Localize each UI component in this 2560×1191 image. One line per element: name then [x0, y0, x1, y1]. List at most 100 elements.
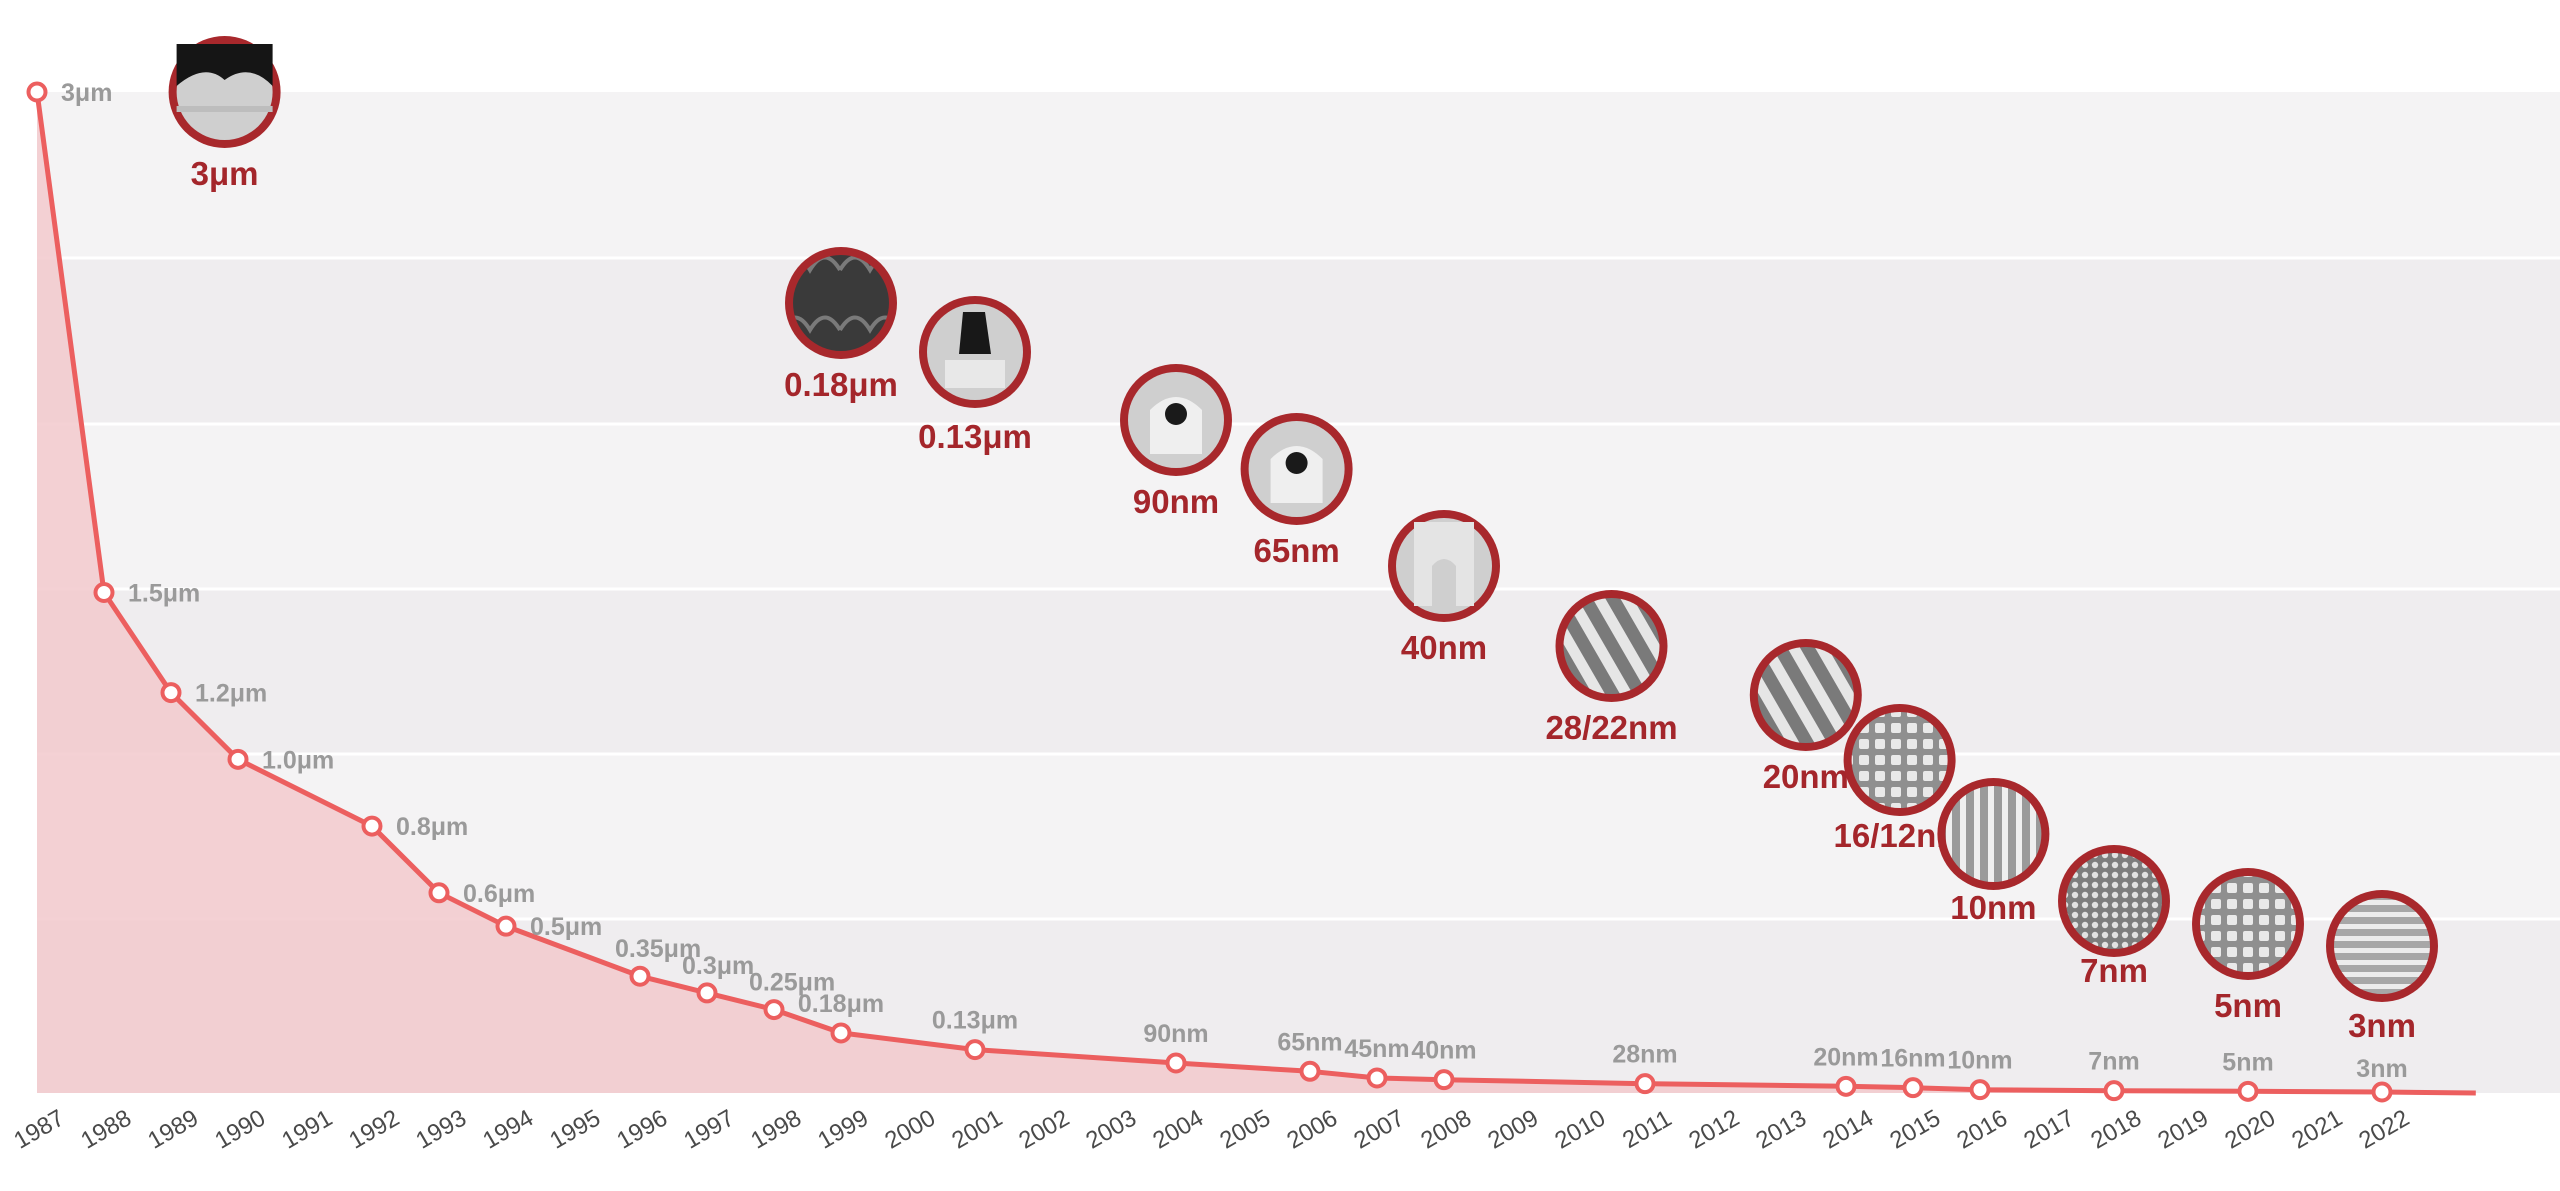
x-tick-label: 2011: [1618, 1105, 1676, 1154]
x-tick-label: 2014: [1818, 1104, 1878, 1154]
x-tick-label: 2008: [1416, 1104, 1476, 1154]
x-axis-year-labels: 1987 1988 1989 1990 1991 1992 1993 1994 1995 1996…: [9, 1104, 2414, 1154]
data-point: [26, 81, 48, 103]
x-tick-label: 2005: [1215, 1104, 1275, 1154]
process-node-label: 10nm: [1950, 889, 2036, 926]
process-node-badge: 0.18μm: [784, 247, 898, 403]
data-point-label: 7nm: [2088, 1048, 2139, 1076]
data-point: [830, 1022, 852, 1044]
data-point-label: 0.35μm: [615, 935, 701, 963]
trend-line: [34, 91, 2476, 1096]
process-node-badge: 28/22nm: [1545, 590, 1678, 746]
x-tick-label: 1993: [411, 1104, 471, 1154]
micrograph-detail: [1150, 397, 1202, 454]
x-tick-label: 2013: [1751, 1104, 1811, 1154]
micrograph-detail: [959, 312, 991, 354]
process-node-label: 90nm: [1133, 483, 1219, 520]
x-tick-label: 1998: [746, 1104, 806, 1154]
data-point-label: 3μm: [61, 79, 112, 107]
x-tick-label: 1987: [9, 1104, 69, 1154]
x-tick-label: 2006: [1282, 1104, 1342, 1154]
data-point-label: 16nm: [1880, 1045, 1945, 1073]
process-node-label: 3μm: [191, 155, 259, 192]
x-tick-label: 1994: [478, 1104, 538, 1154]
data-point: [93, 582, 115, 603]
data-point: [495, 915, 517, 937]
data-point-label: 45nm: [1344, 1035, 1409, 1063]
badge-micrograph: [1851, 712, 1948, 808]
process-node-badge: 7nm: [2058, 845, 2170, 989]
background-band: [37, 258, 2560, 424]
data-points: 3μm1.5μm1.2μm1.0μm0.8μm0.6μm0.5μm0.35μm0…: [26, 79, 2408, 1103]
process-node-badge: 65nm: [1240, 413, 1353, 569]
data-point: [2103, 1080, 2125, 1102]
data-point-label: 1.0μm: [262, 746, 334, 774]
data-point: [1366, 1067, 1388, 1089]
background-band: [37, 92, 2560, 258]
data-point: [1299, 1060, 1321, 1082]
process-node-badge: 40nm: [1388, 510, 1500, 666]
x-tick-label: 2016: [1952, 1104, 2012, 1154]
x-tick-label: 2017: [2019, 1104, 2079, 1154]
data-point: [428, 882, 450, 904]
data-point-label: 40nm: [1411, 1037, 1476, 1065]
data-point: [1634, 1073, 1656, 1095]
x-tick-label: 1989: [143, 1104, 203, 1154]
process-node-label: 65nm: [1253, 532, 1339, 569]
data-point: [629, 965, 651, 987]
badge-micrograph: [2066, 853, 2162, 949]
process-node-badge: 20nm: [1749, 639, 1862, 795]
micrograph-detail: [176, 106, 273, 112]
data-point: [1433, 1069, 1455, 1091]
process-node-badge: 10nm: [1937, 778, 2050, 926]
process-node-label: 7nm: [2080, 952, 2148, 989]
x-tick-label: 2003: [1081, 1104, 1141, 1154]
data-point-label: 20nm: [1813, 1043, 1878, 1071]
micrograph-detail: [945, 360, 1005, 388]
process-node-label: 40nm: [1401, 629, 1487, 666]
data-point: [1969, 1079, 1991, 1101]
data-point: [696, 982, 718, 1004]
micrograph-detail: [176, 44, 273, 86]
process-node-label: 5nm: [2214, 987, 2282, 1024]
trend-line-path: [34, 91, 2476, 1096]
data-point-label: 0.6μm: [463, 880, 535, 908]
data-point: [2371, 1081, 2393, 1103]
data-point-label: 0.3μm: [682, 952, 754, 980]
process-node-label: 28/22nm: [1545, 709, 1677, 746]
micrograph-detail: [1414, 522, 1474, 606]
x-tick-label: 2015: [1885, 1104, 1945, 1154]
data-point-label: 0.18μm: [798, 990, 884, 1018]
data-point: [1902, 1077, 1924, 1099]
data-point-label: 0.8μm: [396, 813, 468, 841]
data-point: [361, 815, 383, 837]
x-tick-label: 1999: [813, 1104, 873, 1154]
badge-micrograph: [1757, 647, 1854, 743]
area-shape: [37, 92, 2476, 1093]
background-band: [37, 589, 2560, 754]
badge-micrograph: [793, 255, 889, 351]
data-point-label: 0.5μm: [530, 913, 602, 941]
x-tick-label: 1990: [210, 1104, 270, 1154]
x-tick-label: 2010: [1550, 1104, 1610, 1154]
process-node-badge: 0.13μm: [918, 296, 1032, 455]
x-tick-label: 2002: [1014, 1104, 1074, 1154]
process-node-label: 3nm: [2348, 1007, 2416, 1044]
x-tick-label: 2001: [947, 1104, 1007, 1154]
data-point-label: 65nm: [1277, 1028, 1342, 1056]
x-tick-label: 1988: [76, 1104, 136, 1154]
data-point-label: 5nm: [2222, 1048, 2273, 1076]
process-node-badge: 90nm: [1120, 364, 1232, 520]
data-point: [1165, 1052, 1187, 1074]
x-tick-label: 2012: [1684, 1104, 1744, 1154]
process-node-badges: 3μm0.18μm0.13μm90nm65nm40nm28/22nm20nm16…: [168, 36, 2438, 1044]
micrograph-detail: [1285, 452, 1308, 474]
data-point: [1835, 1075, 1857, 1097]
x-tick-label: 2022: [2354, 1104, 2414, 1154]
micrograph-detail: [1165, 403, 1187, 425]
data-point-label: 1.2μm: [195, 680, 267, 708]
data-point-label: 0.13μm: [932, 1007, 1018, 1035]
badge-micrograph: [2334, 898, 2430, 994]
x-tick-label: 2000: [880, 1104, 940, 1154]
